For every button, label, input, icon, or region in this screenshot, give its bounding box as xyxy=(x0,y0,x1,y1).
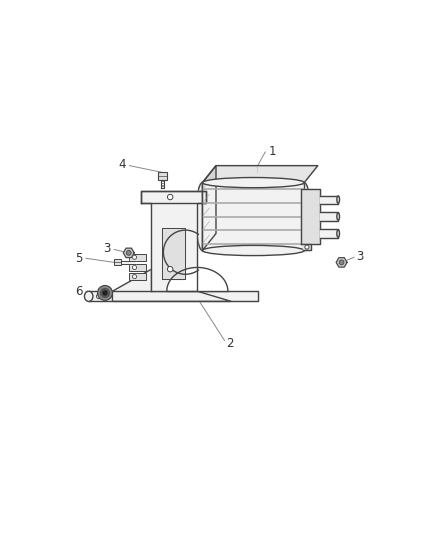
Ellipse shape xyxy=(337,196,339,203)
Polygon shape xyxy=(141,191,206,291)
Circle shape xyxy=(98,286,113,301)
Polygon shape xyxy=(202,166,318,183)
Polygon shape xyxy=(202,183,304,251)
Ellipse shape xyxy=(202,177,304,188)
FancyBboxPatch shape xyxy=(158,172,167,180)
Polygon shape xyxy=(303,244,311,251)
Circle shape xyxy=(102,290,108,296)
Polygon shape xyxy=(162,229,185,279)
FancyBboxPatch shape xyxy=(114,260,121,265)
Polygon shape xyxy=(161,180,164,188)
Polygon shape xyxy=(320,213,338,221)
Ellipse shape xyxy=(337,230,339,237)
Circle shape xyxy=(167,195,173,200)
Text: 1: 1 xyxy=(268,145,276,158)
FancyBboxPatch shape xyxy=(202,183,304,251)
Ellipse shape xyxy=(337,213,339,220)
Polygon shape xyxy=(141,191,206,203)
Polygon shape xyxy=(113,269,231,302)
Text: 6: 6 xyxy=(75,285,83,298)
FancyBboxPatch shape xyxy=(130,264,146,271)
Text: 4: 4 xyxy=(119,158,126,171)
Text: 2: 2 xyxy=(226,337,233,350)
Text: 5: 5 xyxy=(75,252,83,265)
Circle shape xyxy=(339,260,344,265)
FancyBboxPatch shape xyxy=(130,273,146,280)
Polygon shape xyxy=(88,291,258,302)
Polygon shape xyxy=(301,189,320,244)
Ellipse shape xyxy=(197,183,208,251)
Polygon shape xyxy=(121,261,135,264)
Polygon shape xyxy=(152,191,197,291)
Ellipse shape xyxy=(298,183,310,251)
Polygon shape xyxy=(336,257,347,267)
Circle shape xyxy=(132,255,137,260)
FancyBboxPatch shape xyxy=(130,254,146,261)
Ellipse shape xyxy=(85,291,93,302)
Text: 3: 3 xyxy=(103,241,111,255)
Polygon shape xyxy=(124,248,134,257)
Circle shape xyxy=(127,251,131,255)
Ellipse shape xyxy=(298,183,311,251)
Circle shape xyxy=(132,265,137,270)
Polygon shape xyxy=(167,268,228,291)
Text: 3: 3 xyxy=(356,250,364,263)
Circle shape xyxy=(100,288,110,298)
Polygon shape xyxy=(320,196,338,204)
Circle shape xyxy=(132,274,137,279)
Circle shape xyxy=(167,266,173,272)
Circle shape xyxy=(96,294,101,298)
Ellipse shape xyxy=(196,183,209,251)
Polygon shape xyxy=(320,229,338,238)
Polygon shape xyxy=(202,166,216,251)
Circle shape xyxy=(305,245,309,249)
Ellipse shape xyxy=(202,245,304,256)
